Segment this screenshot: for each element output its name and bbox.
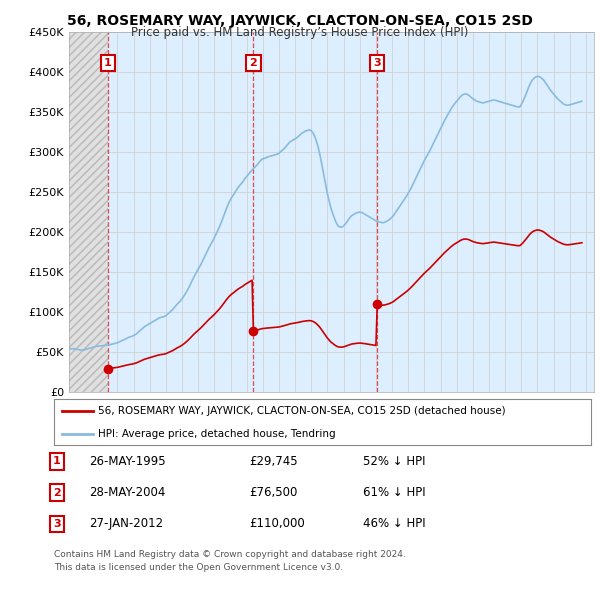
Text: Price paid vs. HM Land Registry’s House Price Index (HPI): Price paid vs. HM Land Registry’s House … [131,26,469,39]
Text: 2: 2 [250,58,257,68]
Text: This data is licensed under the Open Government Licence v3.0.: This data is licensed under the Open Gov… [54,563,343,572]
Text: 1: 1 [104,58,112,68]
Text: 27-JAN-2012: 27-JAN-2012 [89,517,163,530]
Text: 52% ↓ HPI: 52% ↓ HPI [363,455,425,468]
Text: 2: 2 [53,488,61,497]
Text: Contains HM Land Registry data © Crown copyright and database right 2024.: Contains HM Land Registry data © Crown c… [54,550,406,559]
Text: 61% ↓ HPI: 61% ↓ HPI [363,486,425,499]
Text: 3: 3 [373,58,381,68]
Text: 46% ↓ HPI: 46% ↓ HPI [363,517,425,530]
Text: 28-MAY-2004: 28-MAY-2004 [89,486,165,499]
Text: 3: 3 [53,519,61,529]
Bar [69,32,108,392]
Text: £29,745: £29,745 [249,455,298,468]
Text: 56, ROSEMARY WAY, JAYWICK, CLACTON-ON-SEA, CO15 2SD: 56, ROSEMARY WAY, JAYWICK, CLACTON-ON-SE… [67,14,533,28]
Text: £110,000: £110,000 [249,517,305,530]
Text: 1: 1 [53,457,61,466]
Text: HPI: Average price, detached house, Tendring: HPI: Average price, detached house, Tend… [98,429,335,439]
Text: 56, ROSEMARY WAY, JAYWICK, CLACTON-ON-SEA, CO15 2SD (detached house): 56, ROSEMARY WAY, JAYWICK, CLACTON-ON-SE… [98,406,506,416]
Text: 26-MAY-1995: 26-MAY-1995 [89,455,166,468]
Text: £76,500: £76,500 [249,486,298,499]
